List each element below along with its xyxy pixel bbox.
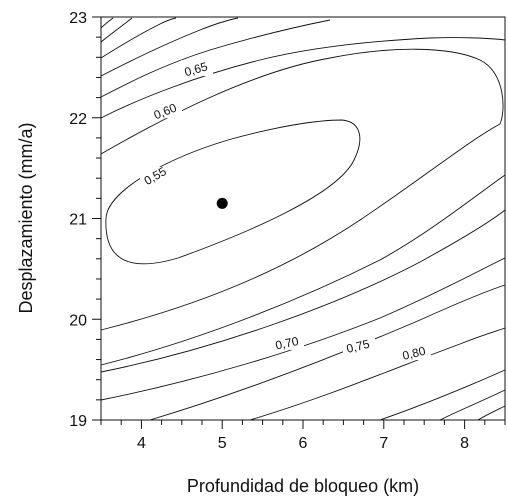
contour-top-left-1: [100, 19, 331, 98]
contour-085: [379, 369, 506, 421]
contour-065-b: [100, 209, 506, 373]
y-axis-title: Desplazamiento (mm/a): [16, 122, 36, 313]
contour-060-b: [100, 174, 506, 366]
contour-top-left-5: [100, 17, 114, 29]
x-axis: 4 5 6 7 8: [100, 420, 506, 452]
y-tick-label: 23: [69, 10, 87, 27]
contour-bottom-right-1: [439, 389, 506, 421]
y-tick-label: 20: [69, 312, 87, 329]
contour-top-left-3: [100, 17, 177, 59]
x-tick-label: 8: [460, 435, 469, 452]
x-tick-label: 4: [137, 435, 146, 452]
x-axis-title: Profundidad de bloqueo (km): [187, 476, 419, 496]
contour-075: [149, 284, 506, 421]
x-tick-label: 5: [218, 435, 227, 452]
contour-060-a: [100, 48, 504, 331]
y-tick-label: 22: [69, 111, 87, 128]
contour-055: [105, 119, 361, 265]
x-tick-label: 7: [379, 435, 388, 452]
contour-top-left-4: [100, 17, 133, 43]
y-axis: 19 20 21 22 23: [69, 10, 101, 430]
contour-labels: 0,55 0,60 0,65 0,70 0,75 0,80: [140, 59, 431, 363]
x-tick-label: 6: [299, 435, 308, 452]
minimum-marker: [216, 197, 228, 209]
contour-065-a: [100, 37, 506, 119]
contour-lines: [100, 17, 506, 421]
contour-top-left-2: [100, 17, 239, 77]
contour-label-065: 0,65: [183, 59, 210, 79]
y-tick-label: 19: [69, 413, 87, 430]
contour-bottom-right-2: [477, 405, 506, 421]
contour-label-070: 0,70: [274, 334, 300, 353]
contour-070: [100, 257, 506, 401]
contour-label-075: 0,75: [345, 337, 371, 356]
contour-label-080: 0,80: [401, 344, 427, 363]
y-tick-label: 21: [69, 212, 87, 229]
